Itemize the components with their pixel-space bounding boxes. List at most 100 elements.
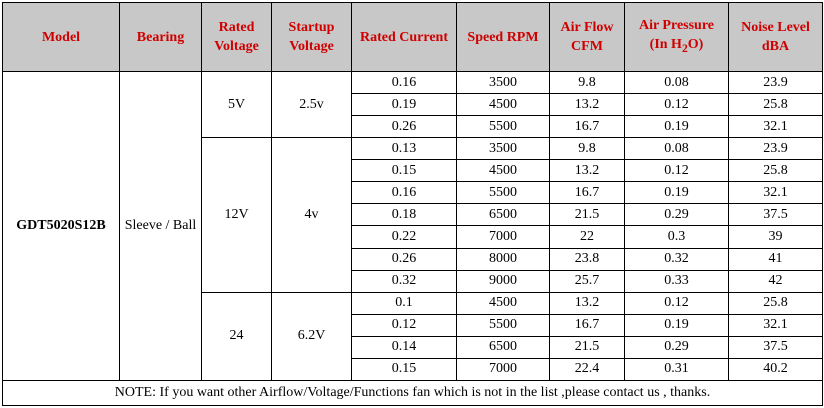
startup-voltage-cell: 6.2V xyxy=(272,292,352,380)
speed-cell: 6500 xyxy=(457,336,550,358)
current-cell: 0.26 xyxy=(352,116,457,138)
speed-cell: 8000 xyxy=(457,248,550,270)
airflow-cell: 22 xyxy=(550,226,625,248)
header-air-flow-line2: CFM xyxy=(571,39,603,54)
pressure-cell: 0.29 xyxy=(625,336,729,358)
airflow-cell: 13.2 xyxy=(550,292,625,314)
rated-voltage-cell: 5V xyxy=(202,72,272,138)
current-cell: 0.14 xyxy=(352,336,457,358)
pressure-cell: 0.31 xyxy=(625,358,729,380)
speed-cell: 4500 xyxy=(457,160,550,182)
note-row: NOTE: If you want other Airflow/Voltage/… xyxy=(3,381,823,406)
current-cell: 0.22 xyxy=(352,226,457,248)
pressure-cell: 0.32 xyxy=(625,248,729,270)
header-row: Model Bearing Rated Voltage Startup Voltag… xyxy=(3,3,823,72)
speed-cell: 3500 xyxy=(457,72,550,94)
header-air-pressure-unit-a: (In H xyxy=(650,37,682,52)
airflow-cell: 25.7 xyxy=(550,270,625,292)
header-startup-voltage-line2: Voltage xyxy=(289,39,334,54)
airflow-cell: 22.4 xyxy=(550,358,625,380)
current-cell: 0.1 xyxy=(352,292,457,314)
pressure-cell: 0.12 xyxy=(625,94,729,116)
pressure-cell: 0.12 xyxy=(625,292,729,314)
speed-cell: 7000 xyxy=(457,226,550,248)
airflow-cell: 16.7 xyxy=(550,314,625,336)
noise-cell: 32.1 xyxy=(729,182,823,204)
pressure-cell: 0.12 xyxy=(625,160,729,182)
pressure-cell: 0.33 xyxy=(625,270,729,292)
noise-cell: 23.9 xyxy=(729,72,823,94)
header-rated-voltage: Rated Voltage xyxy=(202,3,272,72)
airflow-cell: 13.2 xyxy=(550,160,625,182)
startup-voltage-cell: 2.5v xyxy=(272,72,352,138)
noise-cell: 32.1 xyxy=(729,314,823,336)
airflow-cell: 9.8 xyxy=(550,72,625,94)
speed-cell: 5500 xyxy=(457,182,550,204)
header-air-pressure-unit-b: O) xyxy=(688,37,704,52)
pressure-cell: 0.29 xyxy=(625,204,729,226)
noise-cell: 42 xyxy=(729,270,823,292)
header-air-flow-line1: Air Flow xyxy=(560,20,613,35)
current-cell: 0.26 xyxy=(352,248,457,270)
header-noise-line2: dBA xyxy=(762,39,789,54)
pressure-cell: 0.19 xyxy=(625,182,729,204)
current-cell: 0.18 xyxy=(352,204,457,226)
speed-cell: 5500 xyxy=(457,116,550,138)
noise-cell: 40.2 xyxy=(729,358,823,380)
header-air-pressure: Air Pressure (In H2O) xyxy=(625,3,729,72)
speed-cell: 9000 xyxy=(457,270,550,292)
note-text: NOTE: If you want other Airflow/Voltage/… xyxy=(3,381,823,406)
noise-cell: 25.8 xyxy=(729,94,823,116)
current-cell: 0.15 xyxy=(352,160,457,182)
speed-cell: 4500 xyxy=(457,292,550,314)
airflow-cell: 16.7 xyxy=(550,182,625,204)
noise-cell: 39 xyxy=(729,226,823,248)
model-cell: GDT5020S12B xyxy=(3,72,120,381)
header-speed: Speed RPM xyxy=(457,3,550,72)
airflow-cell: 21.5 xyxy=(550,336,625,358)
table-body: GDT5020S12B Sleeve / Ball 5V 2.5v 0.16 3500 9.… xyxy=(3,72,823,381)
header-noise: Noise Level dBA xyxy=(729,3,823,72)
header-startup-voltage-line1: Startup xyxy=(289,20,335,35)
noise-cell: 25.8 xyxy=(729,292,823,314)
speed-cell: 5500 xyxy=(457,314,550,336)
current-cell: 0.16 xyxy=(352,182,457,204)
speed-cell: 3500 xyxy=(457,138,550,160)
current-cell: 0.13 xyxy=(352,138,457,160)
rated-voltage-cell: 12V xyxy=(202,138,272,292)
noise-cell: 32.1 xyxy=(729,116,823,138)
current-cell: 0.15 xyxy=(352,358,457,380)
airflow-cell: 9.8 xyxy=(550,138,625,160)
header-rated-current: Rated Current xyxy=(352,3,457,72)
noise-cell: 37.5 xyxy=(729,204,823,226)
bearing-cell: Sleeve / Ball xyxy=(120,72,202,381)
header-rated-voltage-line1: Rated xyxy=(219,20,255,35)
pressure-cell: 0.3 xyxy=(625,226,729,248)
header-model: Model xyxy=(3,3,120,72)
pressure-cell: 0.08 xyxy=(625,138,729,160)
speed-cell: 7000 xyxy=(457,358,550,380)
header-air-flow: Air Flow CFM xyxy=(550,3,625,72)
current-cell: 0.32 xyxy=(352,270,457,292)
airflow-cell: 21.5 xyxy=(550,204,625,226)
pressure-cell: 0.19 xyxy=(625,314,729,336)
noise-cell: 23.9 xyxy=(729,138,823,160)
header-air-pressure-line1: Air Pressure xyxy=(639,18,714,33)
speed-cell: 4500 xyxy=(457,94,550,116)
airflow-cell: 23.8 xyxy=(550,248,625,270)
header-rated-voltage-line2: Voltage xyxy=(214,39,259,54)
pressure-cell: 0.19 xyxy=(625,116,729,138)
current-cell: 0.16 xyxy=(352,72,457,94)
airflow-cell: 13.2 xyxy=(550,94,625,116)
table-row: GDT5020S12B Sleeve / Ball 5V 2.5v 0.16 3500 9.… xyxy=(3,72,823,94)
rated-voltage-cell: 24 xyxy=(202,292,272,380)
startup-voltage-cell: 4v xyxy=(272,138,352,292)
header-noise-line1: Noise Level xyxy=(741,20,810,35)
airflow-cell: 16.7 xyxy=(550,116,625,138)
noise-cell: 41 xyxy=(729,248,823,270)
header-bearing: Bearing xyxy=(120,3,202,72)
speed-cell: 6500 xyxy=(457,204,550,226)
header-startup-voltage: Startup Voltage xyxy=(272,3,352,72)
current-cell: 0.19 xyxy=(352,94,457,116)
